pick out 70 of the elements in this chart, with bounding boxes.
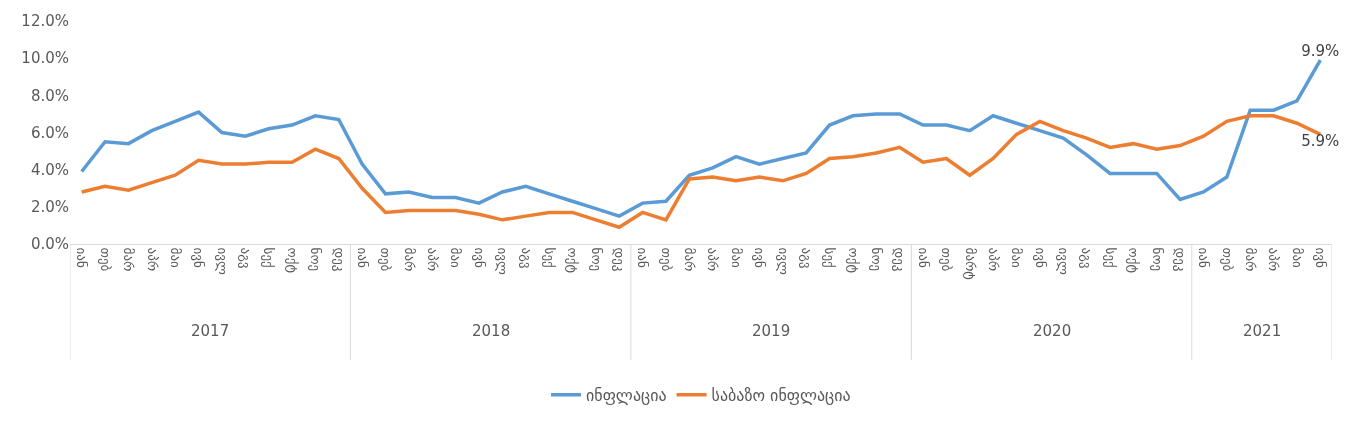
x-tick-label: ივნ bbox=[1032, 247, 1048, 268]
x-tick-label: ივლ bbox=[214, 247, 230, 275]
x-tick-label: მაი bbox=[448, 247, 464, 268]
x-tick-label: სექ bbox=[541, 247, 557, 268]
x-tick-label: აგვ bbox=[518, 247, 534, 269]
x-tick-label: მარ bbox=[401, 247, 417, 272]
x-tick-label: თებ bbox=[1219, 247, 1235, 272]
legend-label: ინფლაცია bbox=[586, 385, 667, 405]
y-tick-label: 8.0% bbox=[30, 86, 69, 105]
x-tick-label: ნოე bbox=[308, 247, 324, 272]
data-label: 5.9% bbox=[1301, 131, 1340, 150]
x-tick-label: მაი bbox=[167, 247, 183, 268]
x-tick-label: მარ bbox=[682, 247, 698, 272]
x-tick-label: სექ bbox=[1102, 247, 1118, 268]
x-tick-label: ივნ bbox=[191, 247, 207, 268]
x-tick-label: თებ bbox=[97, 247, 113, 272]
y-tick-label: 6.0% bbox=[30, 123, 69, 142]
x-tick-label: ოქტ bbox=[284, 247, 300, 273]
x-tick-label: ივლ bbox=[775, 247, 791, 275]
x-tick-label: აპრ bbox=[705, 247, 721, 272]
y-tick-label: 4.0% bbox=[30, 160, 69, 179]
x-tick-label: იან bbox=[635, 247, 651, 268]
y-tick-label: 12.0% bbox=[21, 12, 69, 31]
x-tick-label: მარ bbox=[121, 247, 137, 272]
x-tick-label: ოქტ bbox=[845, 247, 861, 273]
x-tick-label: დეკ bbox=[331, 247, 347, 272]
x-tick-label: თებ bbox=[378, 247, 394, 272]
text: 2021 bbox=[1243, 322, 1282, 340]
x-tick-label: მარ bbox=[1242, 247, 1258, 272]
x-tick-label: დეკ bbox=[611, 247, 627, 272]
x-tick-label: იან bbox=[354, 247, 370, 268]
x-tick-label: აპრ bbox=[985, 247, 1001, 272]
x-tick-label: დეკ bbox=[1172, 247, 1188, 272]
y-tick-label: 2.0% bbox=[30, 198, 69, 217]
x-tick-label: სექ bbox=[261, 247, 277, 268]
x-tick-label: აგვ bbox=[1079, 247, 1095, 269]
x-tick-label: სექ bbox=[822, 247, 838, 268]
legend-label: საბაზო ინფლაცია bbox=[711, 385, 851, 405]
x-tick-label: ნოე bbox=[588, 247, 604, 272]
x-tick-label: ივლ bbox=[495, 247, 511, 275]
x-tick-label: ივნ bbox=[1313, 247, 1329, 268]
x-tick-label: ნოე bbox=[1149, 247, 1165, 272]
y-tick-label: 0.0% bbox=[30, 235, 69, 254]
x-tick-label: ივნ bbox=[471, 247, 487, 268]
x-tick-label: აპრ bbox=[144, 247, 160, 272]
x-tick-label: თებ bbox=[939, 247, 955, 272]
x-tick-label: ოქტ bbox=[565, 247, 581, 273]
data-label: 9.9% bbox=[1301, 42, 1340, 61]
text: 2018 bbox=[472, 322, 511, 340]
text: 2020 bbox=[1033, 322, 1072, 340]
x-tick-label: იან bbox=[915, 247, 931, 268]
x-tick-label: მაი bbox=[728, 247, 744, 268]
x-tick-label: აგვ bbox=[798, 247, 814, 269]
x-tick-label: აპრ bbox=[425, 247, 441, 272]
x-tick-label: იან bbox=[74, 247, 90, 268]
x-tick-label: მარტ bbox=[962, 247, 978, 280]
text: 2017 bbox=[191, 322, 230, 340]
x-tick-label: მაი bbox=[1009, 247, 1025, 268]
x-tick-label: აპრ bbox=[1266, 247, 1282, 272]
x-tick-label: მაი bbox=[1289, 247, 1305, 268]
x-tick-label: იან bbox=[1196, 247, 1212, 268]
x-tick-label: ოქტ bbox=[1126, 247, 1142, 273]
x-tick-label: აგვ bbox=[238, 247, 254, 269]
text: 2019 bbox=[752, 322, 791, 340]
x-tick-label: ივლ bbox=[1056, 247, 1072, 275]
x-tick-label: ივნ bbox=[752, 247, 768, 268]
y-tick-label: 10.0% bbox=[21, 49, 69, 68]
x-tick-label: ნოე bbox=[869, 247, 885, 272]
x-tick-label: დეკ bbox=[892, 247, 908, 272]
x-tick-label: თებ bbox=[658, 247, 674, 272]
